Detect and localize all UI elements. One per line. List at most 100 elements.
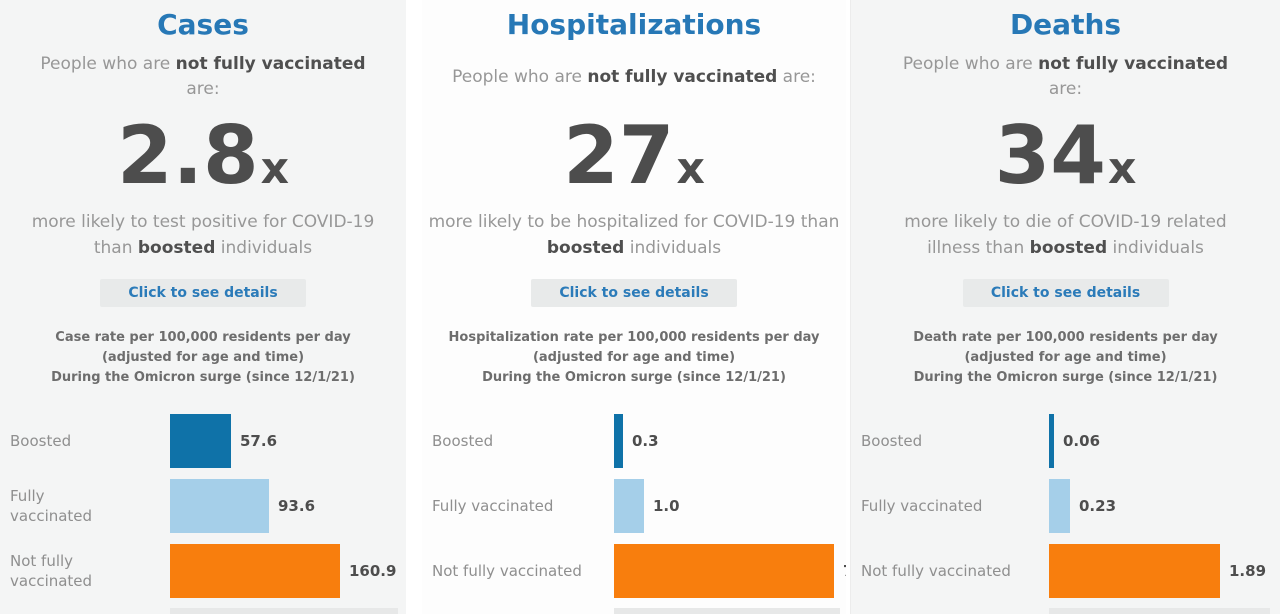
chart-title-line3: During the Omicron surge (since 12/1/21) — [913, 370, 1218, 385]
bottom-strip — [1049, 608, 1270, 614]
bar-boosted[interactable] — [614, 413, 623, 468]
bar-area: 7.4 — [614, 543, 846, 598]
bar-value: 7.4 — [843, 562, 846, 580]
category-label: Boosted — [861, 431, 923, 450]
chart-title-hospitalizations: Hospitalization rate per 100,000 residen… — [422, 328, 846, 389]
bar-area: 1.89 — [1049, 543, 1267, 598]
bar-not-fully-vaccinated[interactable] — [614, 543, 834, 598]
bottom-strip — [614, 608, 840, 614]
chart-row-fully-vaccinated: Fully vaccinated 93.6 — [0, 473, 406, 538]
bar-value: 0.3 — [632, 431, 659, 450]
chart-title-line3: During the Omicron surge (since 12/1/21) — [482, 370, 786, 385]
description-box: more likely to be hospitalized for COVID… — [422, 203, 846, 267]
category-label: Fully vaccinated — [432, 496, 554, 515]
multiplier-cases: 2.8 x — [0, 108, 406, 203]
panel-hospitalizations: Hospitalizations People who are not full… — [422, 0, 846, 614]
intro-text: People who are not fully vaccinated are: — [452, 65, 816, 90]
multiplier-x: x — [676, 143, 705, 194]
multiplier-x: x — [1107, 143, 1137, 194]
bar-area: 57.6 — [170, 413, 278, 468]
multiplier-x: x — [260, 143, 290, 194]
panel-cases: Cases People who are not fully vaccinate… — [0, 0, 406, 614]
bar-value: 1.89 — [1229, 561, 1267, 580]
desc-suffix: individuals — [624, 238, 722, 258]
chart-row-fully-vaccinated: Fully vaccinated 1.0 — [422, 473, 846, 538]
description-text: more likely to test positive for COVID-1… — [13, 209, 393, 261]
intro-box: People who are not fully vaccinated are: — [422, 46, 846, 108]
description-text: more likely to be hospitalized for COVID… — [422, 209, 846, 261]
desc-bold: boosted — [1029, 238, 1108, 258]
bar-area: 93.6 — [170, 478, 316, 533]
bar-value: 1.0 — [653, 496, 680, 515]
category-label: Not fully vaccinated — [432, 561, 582, 580]
bar-value: 93.6 — [278, 496, 316, 515]
bar-value: 0.23 — [1079, 496, 1117, 515]
bottom-strip — [170, 608, 398, 614]
bar-fully-vaccinated[interactable] — [170, 478, 269, 533]
intro-bold: not fully vaccinated — [175, 54, 366, 74]
panel-title-deaths: Deaths — [1009, 8, 1122, 41]
bar-area: 0.23 — [1049, 478, 1117, 533]
category-label: Not fully vaccinated — [861, 561, 1011, 580]
multiplier-value: 34 — [994, 109, 1106, 202]
details-button-hospitalizations[interactable]: Click to see details — [531, 279, 737, 307]
chart-row-fully-vaccinated: Fully vaccinated 0.23 — [851, 473, 1280, 538]
intro-prefix: People who are — [40, 54, 176, 74]
category-label: Not fully vaccinated — [10, 551, 93, 590]
description-text: more likely to die of COVID-19 related i… — [876, 209, 1256, 261]
desc-suffix: individuals — [215, 238, 313, 258]
chart-row-boosted: Boosted 0.06 — [851, 408, 1280, 473]
bar-chart-cases: Boosted 57.6 Fully vaccinated 93.6 Not f… — [0, 408, 406, 603]
description-box: more likely to test positive for COVID-1… — [0, 203, 406, 267]
desc-suffix: individuals — [1107, 238, 1204, 258]
panel-title-hospitalizations: Hospitalizations — [506, 8, 762, 41]
bar-area: 160.9 — [170, 543, 397, 598]
chart-row-boosted: Boosted 0.3 — [422, 408, 846, 473]
bar-value: 57.6 — [240, 431, 278, 450]
bar-fully-vaccinated[interactable] — [1049, 478, 1070, 533]
chart-title-line1: Case rate per 100,000 residents per day — [55, 330, 351, 345]
multiplier-value: 2.8 — [116, 109, 259, 202]
chart-title-line2: (adjusted for age and time) — [964, 350, 1167, 365]
bar-value: 0.06 — [1063, 431, 1101, 450]
intro-suffix: are: — [1048, 79, 1083, 99]
desc-prefix: more likely to be hospitalized for COVID… — [428, 212, 840, 232]
panel-deaths: Deaths People who are not fully vaccinat… — [850, 0, 1280, 614]
chart-title-line1: Hospitalization rate per 100,000 residen… — [448, 330, 820, 345]
desc-prefix: more likely to die of COVID-19 related i… — [904, 212, 1227, 258]
details-button-deaths[interactable]: Click to see details — [962, 279, 1169, 307]
bar-boosted[interactable] — [170, 413, 231, 468]
intro-text: People who are not fully vaccinated are: — [38, 52, 368, 102]
bar-chart-deaths: Boosted 0.06 Fully vaccinated 0.23 Not f… — [851, 408, 1280, 603]
category-label: Fully vaccinated — [861, 496, 983, 515]
bar-area: 0.06 — [1049, 413, 1101, 468]
intro-suffix: are: — [186, 79, 220, 99]
intro-prefix: People who are — [452, 66, 588, 87]
bar-chart-hospitalizations: Boosted 0.3 Fully vaccinated 1.0 Not ful… — [422, 408, 846, 603]
multiplier-value: 27 — [563, 109, 675, 202]
intro-box: People who are not fully vaccinated are: — [851, 46, 1280, 108]
bar-not-fully-vaccinated[interactable] — [170, 543, 340, 598]
chart-row-boosted: Boosted 57.6 — [0, 408, 406, 473]
bar-boosted[interactable] — [1049, 413, 1054, 468]
chart-title-line2: (adjusted for age and time) — [101, 350, 305, 365]
category-label: Boosted — [432, 431, 494, 450]
chart-title-deaths: Death rate per 100,000 residents per day… — [851, 328, 1280, 389]
bar-value: 160.9 — [349, 561, 397, 580]
panel-title-cases: Cases — [157, 8, 249, 41]
bar-not-fully-vaccinated[interactable] — [1049, 543, 1220, 598]
bar-area: 1.0 — [614, 478, 680, 533]
multiplier-hospitalizations: 27 x — [422, 108, 846, 203]
intro-bold: not fully vaccinated — [1038, 54, 1229, 74]
desc-bold: boosted — [546, 238, 625, 258]
intro-text: People who are not fully vaccinated are: — [901, 52, 1231, 102]
bar-area: 0.3 — [614, 413, 659, 468]
details-button-cases[interactable]: Click to see details — [100, 279, 306, 307]
description-box: more likely to die of COVID-19 related i… — [851, 203, 1280, 267]
chart-row-not-fully-vaccinated: Not fully vaccinated 160.9 — [0, 538, 406, 603]
chart-row-not-fully-vaccinated: Not fully vaccinated 7.4 — [422, 538, 846, 603]
chart-title-cases: Case rate per 100,000 residents per day … — [0, 328, 406, 389]
category-label: Fully vaccinated — [10, 486, 93, 525]
bar-fully-vaccinated[interactable] — [614, 478, 644, 533]
